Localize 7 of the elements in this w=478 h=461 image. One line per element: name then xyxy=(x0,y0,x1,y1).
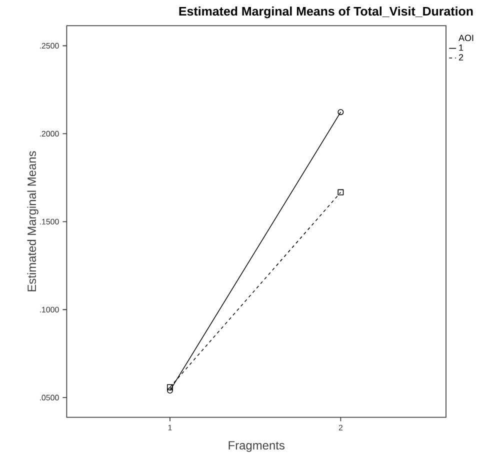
legend-title: AOI xyxy=(458,34,474,42)
legend-label: 1 xyxy=(459,44,464,51)
y-axis-title: Estimated Marginal Means xyxy=(27,151,38,292)
legend-label: 2 xyxy=(458,54,464,60)
chart-title: Estimated Marginal Means of Total_Visit_Duration xyxy=(179,6,473,18)
x-axis-title: Fragments xyxy=(228,441,284,452)
point xyxy=(338,189,344,196)
